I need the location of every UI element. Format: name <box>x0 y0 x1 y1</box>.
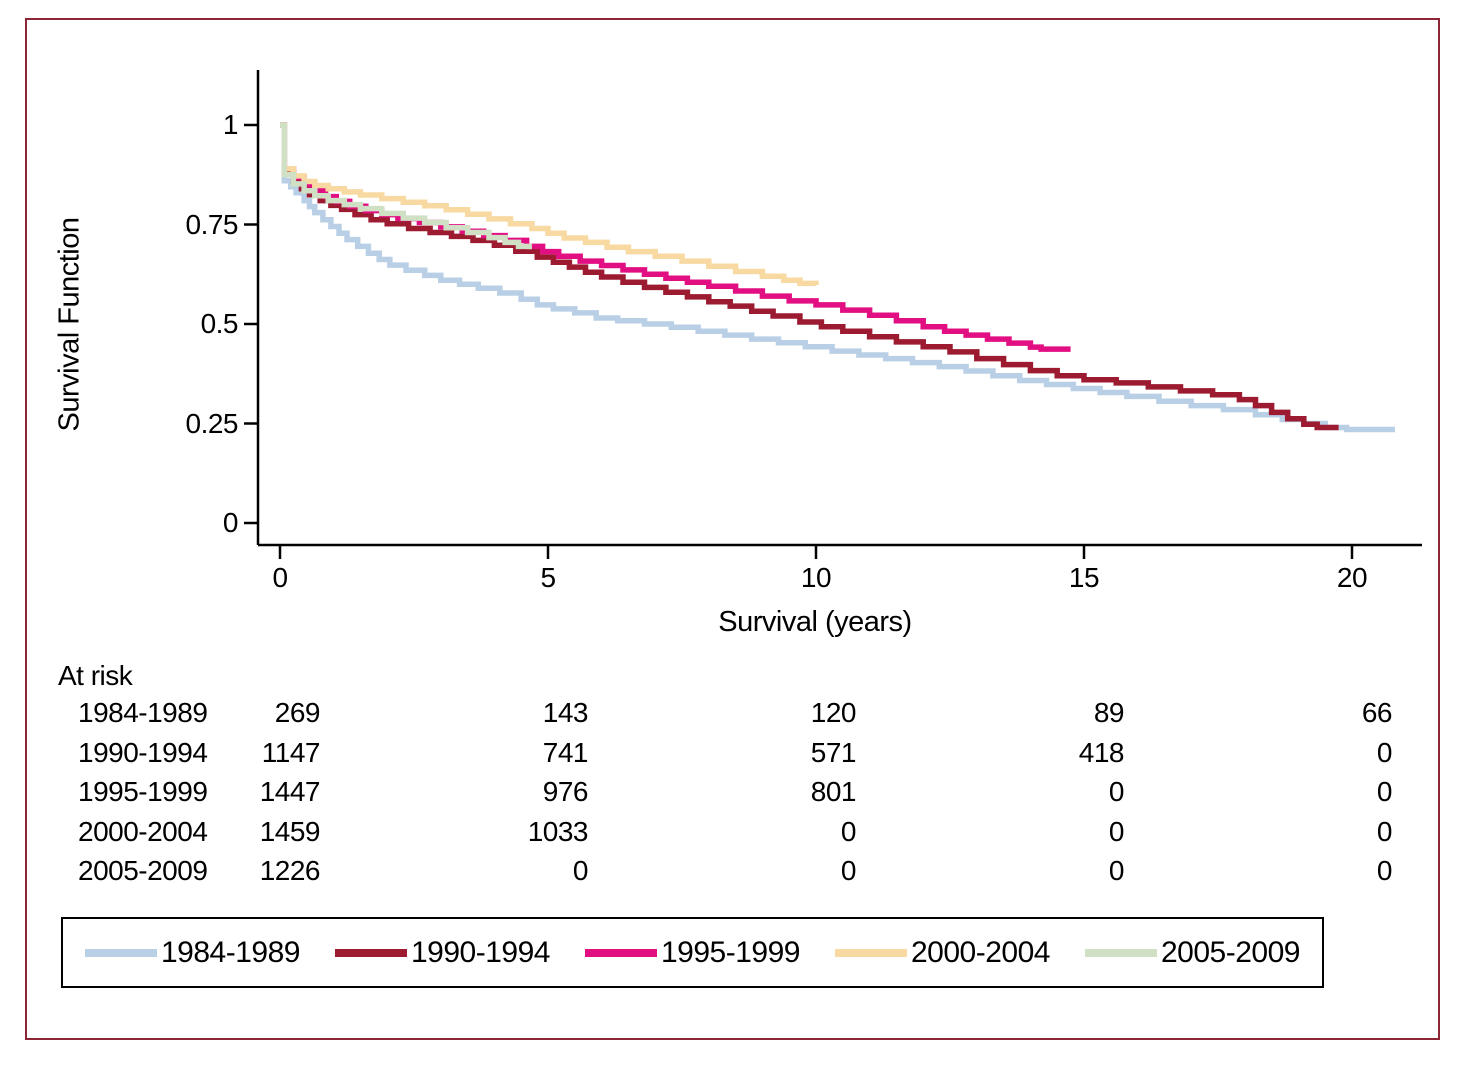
at-risk-row-label: 2000-2004 <box>78 815 208 847</box>
at-risk-value: 0 <box>1108 855 1125 886</box>
legend-swatch-1984-1989 <box>85 948 157 957</box>
survival-curve-1984-1989 <box>280 122 1395 433</box>
at-risk-row-label: 1990-1994 <box>78 736 208 768</box>
at-risk-value: 0 <box>1108 776 1125 807</box>
y-tick-label: 0.25 <box>185 407 239 439</box>
at-risk-value: 1033 <box>527 815 589 847</box>
at-risk-row-label: 1984-1989 <box>78 697 208 728</box>
legend-item: 1995-1999 <box>585 936 800 970</box>
legend-item-label: 1990-1994 <box>411 935 550 969</box>
legend-item-label: 1984-1989 <box>161 935 300 969</box>
at-risk-row: 2000-2004 1459 1033 0 0 0 <box>0 816 1458 850</box>
x-tick-label: 10 <box>800 562 832 593</box>
legend-item-label: 1995-1999 <box>661 935 800 969</box>
at-risk-row-label: 2005-2009 <box>78 855 208 886</box>
legend-item-label: 2005-2009 <box>1161 935 1300 969</box>
x-tick-label: 15 <box>1068 562 1100 593</box>
at-risk-value: 1447 <box>259 776 321 807</box>
legend-box: 1984-1989 1990-1994 1995-1999 2000-2004 2005… <box>61 917 1324 988</box>
x-tick-label: 20 <box>1336 562 1368 593</box>
at-risk-row: 1995-1999 1447 976 801 0 0 <box>0 776 1458 810</box>
at-risk-value: 0 <box>1376 815 1393 847</box>
x-axis-title: Survival (years) <box>718 606 912 638</box>
at-risk-value: 66 <box>1361 697 1393 728</box>
at-risk-row-label: 1995-1999 <box>78 776 208 807</box>
legend-item-label: 2000-2004 <box>911 935 1050 969</box>
at-risk-value: 0 <box>840 815 857 847</box>
legend-item: 1990-1994 <box>335 936 550 970</box>
at-risk-value: 0 <box>840 855 857 886</box>
survival-curve-1995-1999 <box>280 122 1071 352</box>
y-tick-label: 0 <box>222 507 239 538</box>
at-risk-value: 976 <box>542 776 589 807</box>
figure-border <box>25 18 1440 1040</box>
at-risk-value: 801 <box>810 776 857 807</box>
at-risk-value: 0 <box>1376 855 1393 886</box>
y-tick-label: 1 <box>222 109 239 140</box>
legend-swatch-1995-1999 <box>585 948 657 957</box>
at-risk-value: 0 <box>1376 736 1393 768</box>
at-risk-value: 571 <box>810 736 857 768</box>
at-risk-row: 2005-2009 1226 0 0 0 0 <box>0 855 1458 889</box>
at-risk-row: 1984-1989 269 143 120 89 66 <box>0 697 1458 731</box>
at-risk-header: At risk <box>58 660 133 691</box>
y-tick-label: 0.75 <box>185 208 239 240</box>
at-risk-value: 143 <box>542 697 589 728</box>
at-risk-value: 1226 <box>259 855 321 886</box>
x-tick-label: 0 <box>272 562 288 593</box>
legend-swatch-2000-2004 <box>835 948 907 957</box>
survival-curve-2000-2004 <box>280 122 819 287</box>
at-risk-value: 89 <box>1093 697 1125 728</box>
at-risk-value: 0 <box>1108 815 1125 847</box>
at-risk-value: 1147 <box>261 736 321 768</box>
at-risk-value: 0 <box>572 855 589 886</box>
x-tick-label: 5 <box>540 562 556 593</box>
at-risk-value: 1459 <box>259 815 321 847</box>
y-tick-label: 0.5 <box>200 308 239 339</box>
legend-item: 2005-2009 <box>1085 936 1300 970</box>
legend-item: 2000-2004 <box>835 936 1050 970</box>
at-risk-value: 120 <box>810 697 857 728</box>
legend-item: 1984-1989 <box>85 936 300 970</box>
at-risk-row: 1990-1994 1147 741 571 418 0 <box>0 737 1458 771</box>
legend-swatch-2005-2009 <box>1085 948 1157 957</box>
survival-curve-1990-1994 <box>280 122 1339 431</box>
at-risk-value: 418 <box>1078 736 1125 768</box>
at-risk-value: 269 <box>274 697 321 728</box>
legend-swatch-1990-1994 <box>335 948 407 957</box>
y-axis-title: Survival Function <box>53 217 86 432</box>
at-risk-value: 0 <box>1376 776 1393 807</box>
survival-curve-2005-2009 <box>280 122 532 250</box>
at-risk-value: 741 <box>542 736 589 768</box>
